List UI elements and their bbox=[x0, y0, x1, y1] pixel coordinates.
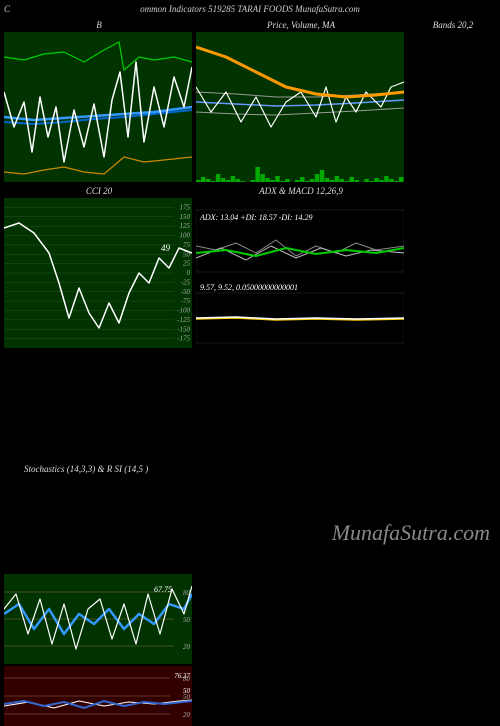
svg-text:49: 49 bbox=[161, 243, 171, 253]
svg-text:20: 20 bbox=[183, 711, 191, 719]
svg-text:-100: -100 bbox=[177, 307, 190, 315]
panel-price-ma-title: Price, Volume, MA bbox=[196, 18, 406, 32]
svg-text:150: 150 bbox=[180, 213, 191, 221]
svg-text:-125: -125 bbox=[177, 316, 190, 324]
svg-text:76.37: 76.37 bbox=[174, 672, 190, 680]
svg-text:100: 100 bbox=[180, 232, 191, 240]
svg-text:20: 20 bbox=[183, 643, 191, 651]
svg-text:125: 125 bbox=[180, 222, 191, 230]
panel-adx-title: ADX & MACD 12,26,9 bbox=[196, 184, 406, 198]
svg-text:50: 50 bbox=[183, 687, 191, 695]
svg-text:0: 0 bbox=[187, 269, 191, 277]
panel-bands-label: Bands 20,2 bbox=[408, 18, 498, 182]
chart-price-ma bbox=[196, 32, 404, 182]
panel-empty-2 bbox=[196, 574, 498, 664]
bands-label: Bands 20,2 bbox=[408, 18, 498, 32]
chart-rsi: 20508076.3750 bbox=[4, 666, 192, 726]
panel-stoch-title-row: Stochastics (14,3,3) & R SI (14,5 ) bbox=[4, 462, 498, 572]
svg-text:67.75: 67.75 bbox=[154, 585, 172, 594]
panel-price-ma: Price, Volume, MA bbox=[196, 18, 406, 182]
svg-text:-175: -175 bbox=[177, 335, 190, 343]
chart-adx-macd: ADX: 13.04 +DI: 18.57 -DI: 14.29 9.57, 9.… bbox=[196, 198, 404, 348]
svg-text:75: 75 bbox=[183, 241, 191, 249]
chart-cci: -175-150-125-100-75-50-25025507510012515… bbox=[4, 198, 192, 348]
chart-grid: B Price, Volume, MA Bands 20,2 CCI 20 -1… bbox=[0, 18, 500, 726]
panel-adx-macd: ADX & MACD 12,26,9 ADX: 13.04 +DI: 18.57… bbox=[196, 184, 406, 348]
panel-bollinger-title: B bbox=[4, 18, 194, 32]
header-title: ommon Indicators 519285 TARAI FOODS Muna… bbox=[140, 4, 360, 14]
svg-text:50: 50 bbox=[183, 616, 191, 624]
panel-stoch: 20508067.75 bbox=[4, 574, 194, 664]
svg-text:25: 25 bbox=[183, 260, 191, 268]
svg-text:ADX: 13.04 +DI: 18.57 -DI: 1: ADX: 13.04 +DI: 18.57 -DI: 14.29 bbox=[199, 213, 313, 222]
svg-text:9.57, 9.52, 0.05000000000001: 9.57, 9.52, 0.05000000000001 bbox=[200, 283, 298, 292]
svg-text:175: 175 bbox=[180, 203, 191, 211]
chart-bollinger bbox=[4, 32, 192, 182]
page-header: C ommon Indicators 519285 TARAI FOODS Mu… bbox=[0, 0, 500, 18]
panel-rsi: 20508076.3750 bbox=[4, 666, 194, 726]
spacer bbox=[4, 350, 498, 460]
panel-bollinger: B bbox=[4, 18, 194, 182]
svg-text:-150: -150 bbox=[177, 325, 190, 333]
chart-stochastics: 20508067.75 bbox=[4, 574, 192, 664]
panel-cci: CCI 20 -175-150-125-100-75-50-2502550751… bbox=[4, 184, 194, 348]
panel-cci-title: CCI 20 bbox=[4, 184, 194, 198]
svg-text:-75: -75 bbox=[181, 297, 191, 305]
watermark: MunafaSutra.com bbox=[332, 520, 490, 546]
svg-text:-25: -25 bbox=[181, 278, 191, 286]
svg-text:-50: -50 bbox=[181, 288, 191, 296]
header-left-char: C bbox=[4, 4, 10, 14]
panel-stoch-title: Stochastics (14,3,3) & R SI (14,5 ) bbox=[4, 462, 498, 476]
panel-empty-1 bbox=[408, 184, 498, 348]
